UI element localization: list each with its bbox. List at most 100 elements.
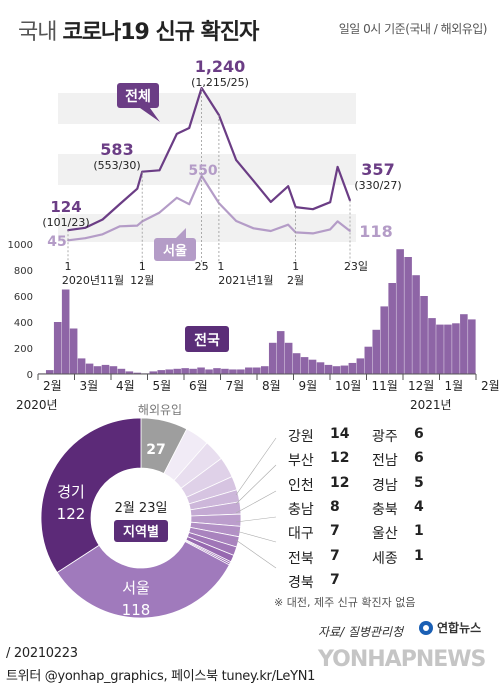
- region-value: 12: [330, 474, 350, 491]
- bar-week: [300, 357, 309, 374]
- series-line-seoul: [67, 174, 351, 242]
- bar-ytick-label: 600: [14, 292, 33, 303]
- bar-week: [316, 362, 325, 374]
- bar-month-label: 6월: [189, 379, 208, 393]
- line-tick-label: 2021년1월: [218, 274, 273, 287]
- region-value: 12: [330, 450, 350, 467]
- region-left-row: 강원 14: [288, 426, 368, 448]
- connector-line: [235, 530, 277, 543]
- point-seoul: [175, 196, 178, 199]
- bar-week: [436, 324, 444, 374]
- band-3: [58, 214, 356, 242]
- brand-mark-icon: [419, 620, 433, 635]
- bar-month-label: 11월: [372, 379, 398, 393]
- region-value: 1: [414, 547, 424, 564]
- line-tick-label: 1: [139, 260, 146, 273]
- pie-label-overseas: 해외유입: [138, 403, 182, 417]
- point-total: [188, 127, 191, 129]
- line-tick-label: 1: [65, 260, 72, 273]
- region-right-row: 울산 1: [372, 523, 452, 545]
- bar-week: [380, 306, 389, 374]
- connector-line: [235, 539, 277, 569]
- pie-label-seoul: 서울: [122, 579, 150, 597]
- point-total: [269, 201, 272, 203]
- line-tick-label: 23일: [344, 259, 368, 273]
- bar-week: [45, 370, 54, 374]
- point-seoul: [349, 230, 351, 232]
- series-line-total: [67, 86, 352, 232]
- region-value: 14: [330, 426, 350, 442]
- tag-total-box: [117, 83, 159, 108]
- region-value: 1: [414, 523, 424, 540]
- point-total: [84, 226, 87, 229]
- pie-value-overseas: 27: [146, 442, 165, 458]
- bar-week: [93, 366, 102, 374]
- point-total: [287, 185, 290, 188]
- region-name: 강원: [288, 429, 314, 445]
- region-value: 7: [330, 523, 340, 540]
- annot-seoul-end: 118: [359, 222, 392, 241]
- point-seoul: [235, 220, 238, 222]
- bar-week: [388, 283, 396, 374]
- region-name: 충남: [288, 501, 314, 518]
- bar-week: [452, 323, 460, 374]
- region-left-row: 전북 7: [288, 548, 368, 570]
- pie-value-seoul: 118: [122, 601, 151, 619]
- point-seoul: [269, 230, 272, 232]
- region-name: 경북: [288, 574, 314, 591]
- bar-ytick-label: 1000: [8, 240, 33, 251]
- bar-month-label: 4월: [116, 379, 135, 393]
- line-tick-label: 1: [217, 260, 224, 273]
- pie-title-tag: [114, 520, 168, 542]
- credit-line: 트위터 @yonhap_graphics, 페이스북 tuney.kr/LeYN…: [6, 669, 316, 684]
- bar-week: [197, 367, 205, 374]
- tag-seoul-box: [154, 238, 196, 261]
- tag-total-pointer: [140, 108, 160, 122]
- region-left-row: 대구 7: [288, 523, 368, 545]
- region-right-row: 광주 6: [372, 426, 452, 448]
- bar-week: [340, 365, 349, 374]
- point-total: [136, 187, 139, 190]
- bar-week: [213, 368, 221, 374]
- bar-month-label: 2월: [43, 379, 62, 393]
- point-total: [312, 208, 314, 211]
- connector-line: [235, 464, 277, 505]
- source-label: 자료/ 질병관리청: [318, 625, 404, 639]
- bar-week: [428, 318, 436, 374]
- point-total: [329, 201, 332, 204]
- bar-month-label: 5월: [153, 379, 172, 393]
- bar-week: [53, 322, 62, 374]
- bar-week: [260, 366, 269, 374]
- line-tick-label: 1: [292, 260, 299, 273]
- bar-week: [468, 319, 476, 374]
- bar-month-label: 3월: [80, 379, 99, 393]
- point-seoul: [252, 227, 255, 230]
- line-tick-label: 25: [195, 260, 209, 273]
- bar-month-label: 2월: [481, 379, 499, 393]
- bar-week: [308, 359, 317, 374]
- bar-week: [101, 364, 110, 374]
- bar-title-label: 전국: [194, 332, 220, 349]
- bar-week: [396, 249, 404, 374]
- bar-week: [109, 366, 118, 374]
- point-total: [235, 159, 238, 162]
- bar-week: [229, 369, 237, 374]
- bar-week: [348, 362, 357, 374]
- line-tick-label: 2020년11월: [62, 274, 124, 287]
- point-seoul: [119, 225, 121, 228]
- point-total: [101, 218, 104, 221]
- region-value: 5: [414, 474, 424, 491]
- watermark: YONHAPNEWS: [318, 647, 486, 672]
- line-tick-label: 2월: [287, 274, 304, 287]
- annot-nov1: 124: [50, 198, 81, 216]
- region-name: 전남: [372, 453, 398, 470]
- region-name: 광주: [372, 429, 398, 445]
- annot-latest: 357: [361, 160, 394, 179]
- bar-week: [444, 324, 452, 374]
- bar-year-label: 2021년: [410, 398, 452, 412]
- bar-week: [364, 346, 373, 374]
